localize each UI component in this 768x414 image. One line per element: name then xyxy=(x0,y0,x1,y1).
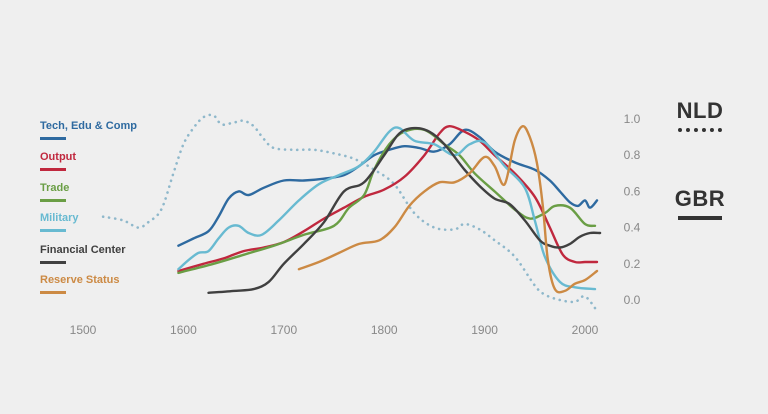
legend-item-military: Military xyxy=(40,212,79,232)
series-line-output xyxy=(177,124,599,273)
y-axis-ticks: 1.0 0.8 0.6 0.4 0.2 0.0 xyxy=(624,112,641,307)
x-tick-label: 1600 xyxy=(170,323,197,337)
x-tick-label: 2000 xyxy=(572,323,599,337)
series-line-reserve-status xyxy=(297,125,599,294)
legend-label: Financial Center xyxy=(40,244,126,256)
y-tick-label: 0.6 xyxy=(624,184,641,198)
series-line-financial-center xyxy=(207,126,602,294)
solid-line-key xyxy=(678,216,722,220)
y-tick-label: 1.0 xyxy=(624,112,641,126)
legend-label: Tech, Edu & Comp xyxy=(40,120,137,132)
country-label-gbr: GBR xyxy=(674,186,726,211)
legend-item-tech: Tech, Edu & Comp xyxy=(40,120,137,140)
y-tick-label: 0.2 xyxy=(624,257,641,271)
legend-item-financial-center: Financial Center xyxy=(40,244,126,264)
x-axis-ticks: 1500 1600 1700 1800 1900 2000 xyxy=(70,323,599,337)
legend-label: Military xyxy=(40,212,79,224)
country-key-nld: NLD xyxy=(668,98,732,132)
y-tick-label: 0.0 xyxy=(624,293,641,307)
legend-swatch xyxy=(40,137,66,140)
legend-item-output: Output xyxy=(40,151,76,171)
country-label-nld: NLD xyxy=(676,98,724,123)
x-tick-label: 1800 xyxy=(371,323,398,337)
series-layer xyxy=(101,113,602,313)
x-tick-label: 1900 xyxy=(471,323,498,337)
y-tick-label: 0.8 xyxy=(624,148,641,162)
x-tick-label: 1700 xyxy=(270,323,297,337)
series-line-tech-edu-comp xyxy=(177,128,599,247)
legend-label: Reserve Status xyxy=(40,274,120,286)
y-tick-label: 0.4 xyxy=(624,221,641,235)
legend-swatch xyxy=(40,199,66,202)
series-line-nld xyxy=(101,113,599,313)
legend-item-reserve-status: Reserve Status xyxy=(40,274,120,294)
series-line-military xyxy=(177,126,597,291)
legend-swatch xyxy=(40,261,66,264)
legend-item-trade: Trade xyxy=(40,182,69,202)
legend-label: Output xyxy=(40,151,77,163)
legend-swatch xyxy=(40,168,66,171)
legend-swatch xyxy=(40,229,66,232)
country-key-gbr: GBR xyxy=(668,186,732,220)
x-tick-label: 1500 xyxy=(70,323,97,337)
legend-swatch xyxy=(40,291,66,294)
dotted-line-key xyxy=(678,128,722,132)
legend-label: Trade xyxy=(40,182,70,194)
